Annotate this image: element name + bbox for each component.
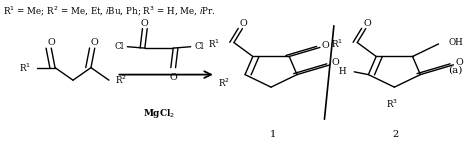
Text: R$^3$: R$^3$ <box>386 98 398 110</box>
Text: R$^2$: R$^2$ <box>115 74 127 86</box>
Text: O: O <box>141 18 149 27</box>
Text: (a): (a) <box>448 66 463 75</box>
Text: O: O <box>91 38 99 47</box>
Text: H: H <box>338 67 346 76</box>
Text: R$^1$ = Me; R$^2$ = Me, Et, $i$Bu, Ph; R$^3$ = H, Me, $i$Pr.: R$^1$ = Me; R$^2$ = Me, Et, $i$Bu, Ph; R… <box>3 5 216 18</box>
Text: R$^2$: R$^2$ <box>218 77 230 89</box>
Text: R$^1$: R$^1$ <box>19 61 31 74</box>
Text: O: O <box>322 41 329 50</box>
Text: OH: OH <box>448 38 463 47</box>
Text: Cl: Cl <box>194 42 204 51</box>
Text: O: O <box>332 58 340 67</box>
Text: O: O <box>169 73 177 82</box>
Text: O: O <box>47 38 55 47</box>
Text: O: O <box>455 58 463 67</box>
Text: R$^1$: R$^1$ <box>331 38 343 50</box>
Text: O: O <box>364 19 371 28</box>
Text: O: O <box>240 19 248 28</box>
Text: 2: 2 <box>392 130 399 139</box>
Text: R$^1$: R$^1$ <box>208 38 220 50</box>
Text: MgCl$_2$: MgCl$_2$ <box>143 107 175 120</box>
Text: 1: 1 <box>269 130 275 139</box>
Text: Cl: Cl <box>114 42 124 51</box>
